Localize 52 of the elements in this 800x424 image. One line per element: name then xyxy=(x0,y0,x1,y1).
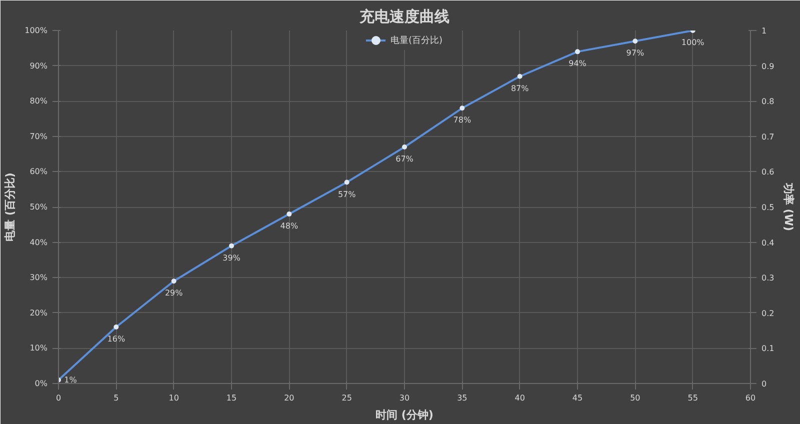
y-tick-label: 0% xyxy=(34,379,48,388)
y2-tick-label: 0.1 xyxy=(762,344,774,354)
y-tick-label: 30% xyxy=(30,273,48,282)
data-label: 39% xyxy=(222,253,241,262)
x-tick-label: 25 xyxy=(342,394,352,402)
y-tick-label: 50% xyxy=(30,202,48,212)
data-label: 87% xyxy=(510,84,530,93)
x-tick-label: 40 xyxy=(514,394,525,402)
y2-tick-label: 0.8 xyxy=(762,97,774,106)
x-tick-label: 5 xyxy=(114,394,119,402)
y-tick-label: 90% xyxy=(30,61,48,70)
y-tick-label: 100% xyxy=(24,26,48,35)
x-tick-label: 10 xyxy=(168,394,179,402)
data-label: 78% xyxy=(453,116,472,125)
y2-tick-label: 0.5 xyxy=(762,203,774,212)
y-axis-title: 电量 (百分比) xyxy=(4,172,17,242)
data-label: 94% xyxy=(568,59,587,68)
y-tick-label: 70% xyxy=(30,132,48,141)
y2-tick-label: 0.9 xyxy=(762,62,774,71)
legend-label: 电量(百分比) xyxy=(390,34,443,46)
data-label: 1% xyxy=(64,375,78,384)
data-label: 97% xyxy=(626,48,644,58)
x-tick-label: 30 xyxy=(399,394,410,402)
x-tick-label: 15 xyxy=(226,394,237,402)
y-tick-label: 10% xyxy=(30,344,48,353)
y2-tick-label: 0.3 xyxy=(762,274,774,283)
chart-title: 充电速度曲线 xyxy=(358,8,450,26)
x-tick-label: 0 xyxy=(56,394,62,402)
y2-tick-label: 0 xyxy=(762,380,767,388)
data-label: 16% xyxy=(107,334,126,344)
data-label: 57% xyxy=(338,190,356,199)
x-tick-label: 35 xyxy=(457,394,468,402)
y2-tick-label: 0.2 xyxy=(762,308,774,318)
y-tick-label: 80% xyxy=(30,96,48,106)
data-label: 100% xyxy=(681,38,705,47)
data-label: 48% xyxy=(280,222,298,231)
y2-tick-label: 0.6 xyxy=(762,168,774,177)
x-tick-label: 45 xyxy=(572,394,583,402)
y-tick-label: 20% xyxy=(30,308,48,318)
x-tick-label: 55 xyxy=(688,394,698,402)
x-tick-label: 20 xyxy=(284,394,294,402)
y-tick-label: 60% xyxy=(30,167,48,176)
y2-tick-label: 1 xyxy=(762,26,767,36)
data-label: 67% xyxy=(396,154,414,164)
data-label: 29% xyxy=(164,288,184,298)
y2-axis-title: 功率 (W) xyxy=(782,182,796,232)
x-axis-title: 时间 (分钟) xyxy=(376,408,434,422)
y-tick-label: 40% xyxy=(30,238,48,247)
x-tick-label: 50 xyxy=(630,394,640,402)
x-tick-label: 60 xyxy=(745,394,756,402)
y2-tick-label: 0.4 xyxy=(762,238,774,248)
y2-tick-label: 0.7 xyxy=(762,132,774,142)
